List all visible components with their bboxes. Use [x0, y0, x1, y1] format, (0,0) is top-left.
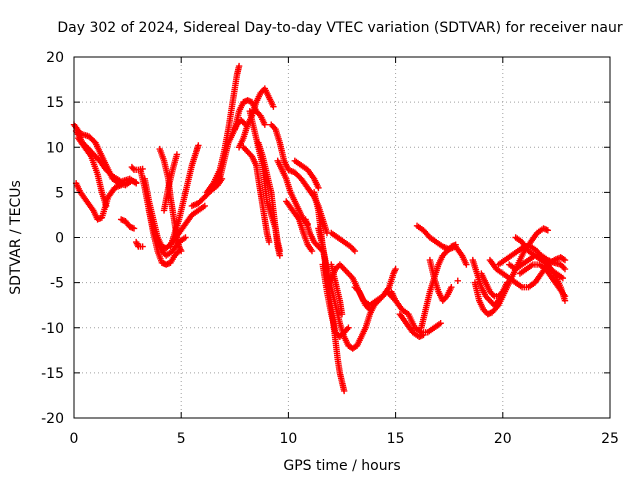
data-point-marker — [392, 265, 399, 273]
series-track-42 — [478, 270, 506, 300]
data-point-marker — [133, 240, 141, 247]
series-track-03 — [72, 180, 125, 223]
y-tick-label: 20 — [46, 50, 64, 66]
y-tick-label: 10 — [46, 140, 64, 156]
y-tick-label: -20 — [41, 411, 64, 427]
data-point-marker — [195, 142, 202, 149]
x-tick-label: 0 — [70, 431, 79, 447]
series-track-46 — [516, 261, 569, 300]
data-point-marker — [235, 62, 243, 70]
series-track-29 — [319, 261, 352, 340]
x-tick-label: 10 — [279, 431, 297, 447]
x-tick-label: 20 — [494, 431, 512, 447]
y-tick-label: 5 — [55, 185, 64, 201]
y-tick-label: -5 — [50, 276, 64, 292]
data-point-marker — [132, 180, 140, 187]
data-point-marker — [561, 256, 569, 264]
y-tick-label: 0 — [55, 231, 64, 247]
series-track-43 — [486, 254, 569, 291]
series-track-22 — [268, 121, 331, 237]
data-point-marker — [559, 274, 567, 282]
data-point-marker — [420, 331, 427, 339]
series-track-19 — [240, 144, 273, 246]
series-track-25 — [291, 157, 322, 192]
data-point-marker — [102, 202, 110, 210]
x-tick-label: 5 — [177, 431, 186, 447]
series-track-04 — [75, 135, 110, 210]
data-point-marker — [178, 247, 185, 255]
y-tick-label: -10 — [41, 321, 64, 337]
data-point-marker — [270, 103, 277, 110]
series-track-10 — [145, 207, 183, 268]
series-track-07 — [132, 238, 146, 250]
y-axis-label: SDTVAR / TECUs — [8, 180, 24, 295]
data-point-marker — [139, 243, 146, 250]
series-track-33 — [351, 265, 399, 309]
data-point-marker — [499, 288, 506, 295]
data-point-marker — [561, 265, 569, 273]
data-point-marker — [338, 311, 346, 318]
series-track-02 — [72, 127, 140, 187]
data-point-marker — [265, 238, 273, 246]
series-track-31 — [328, 229, 359, 255]
series-track-13 — [160, 151, 181, 214]
series-track-37 — [426, 256, 455, 304]
data-point-marker — [437, 320, 444, 327]
series-track-24 — [283, 198, 316, 255]
data-point-marker — [315, 184, 322, 192]
data-point-marker — [201, 202, 208, 210]
x-tick-label: 15 — [387, 431, 405, 447]
data-point-marker — [160, 207, 168, 214]
data-point-marker — [129, 165, 137, 172]
x-tick-label: 25 — [601, 431, 619, 447]
data-point-marker — [117, 181, 125, 189]
series-track-21 — [255, 139, 284, 259]
series-track-12 — [167, 142, 202, 250]
data-point-marker — [561, 292, 569, 300]
data-point-marker — [454, 277, 461, 285]
series-track-38 — [413, 222, 470, 268]
data-point-marker — [544, 227, 552, 234]
y-tick-label: 15 — [46, 95, 64, 111]
data-point-marker — [340, 387, 348, 395]
data-point-marker — [560, 255, 567, 263]
series-track-41 — [471, 225, 552, 318]
series-track-47 — [512, 234, 569, 273]
series-track-35 — [396, 311, 427, 340]
data-point-marker — [182, 234, 189, 241]
chart-title: Day 302 of 2024, Sidereal Day-to-day VTE… — [57, 20, 623, 36]
data-point-marker — [345, 324, 352, 331]
x-axis-label: GPS time / hours — [283, 458, 400, 474]
data-point-marker — [448, 283, 455, 291]
data-point-marker — [276, 252, 284, 259]
data-point-marker — [130, 225, 138, 232]
data-point-marker — [351, 247, 359, 255]
y-tick-label: -15 — [41, 366, 64, 382]
data-point-marker — [308, 247, 316, 255]
data-point-marker — [463, 261, 470, 268]
series-track-32 — [328, 261, 346, 318]
tick-layer: 0 5 10 15 20 25 20 15 10 5 0 -5 -10 -15 -20 — [41, 50, 619, 447]
series-track-34 — [388, 288, 444, 336]
data-point-marker — [261, 121, 269, 128]
series-track-05 — [117, 216, 138, 232]
data-layer — [70, 62, 569, 395]
series-track-39 — [454, 277, 461, 285]
